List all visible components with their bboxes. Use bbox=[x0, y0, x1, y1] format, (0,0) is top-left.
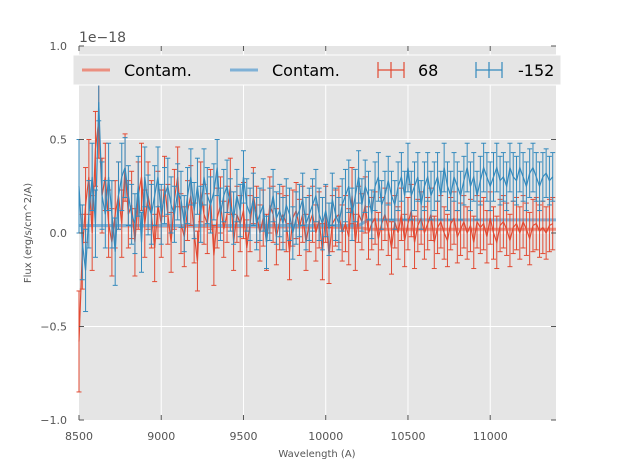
legend-swatch-68 bbox=[377, 62, 405, 78]
y-tick-label: 1.0 bbox=[50, 40, 68, 53]
legend-entry-minus152: -152 bbox=[475, 61, 554, 80]
x-tick-label: 9000 bbox=[147, 430, 175, 443]
offset-label: 1e−18 bbox=[79, 30, 126, 46]
x-axis-label: Wavelength (A) bbox=[278, 449, 355, 460]
y-tick-label: 0.0 bbox=[50, 227, 68, 240]
series-line bbox=[78, 102, 554, 271]
axes: 8500 9000 9500 10000 10500 11000 −1.0 −0.5 0.0 0.… bbox=[40, 40, 556, 443]
legend-label: Contam. bbox=[124, 61, 192, 80]
legend-label: -152 bbox=[518, 61, 554, 80]
x-tick-label: 9500 bbox=[229, 430, 257, 443]
legend-label: Contam. bbox=[272, 61, 340, 80]
legend-entry-red-contam: Contam. bbox=[82, 61, 192, 80]
legend-label: 68 bbox=[418, 61, 438, 80]
x-tick-label: 11000 bbox=[473, 430, 508, 443]
y-tick-label: −1.0 bbox=[40, 414, 67, 427]
legend-entry-68: 68 bbox=[377, 61, 438, 80]
x-tick-label: 10000 bbox=[308, 430, 343, 443]
series-minus152 bbox=[76, 82, 556, 313]
legend-entry-blue-contam: Contam. bbox=[230, 61, 340, 80]
legend: Contam. Contam. 68 bbox=[72, 54, 562, 86]
y-tick-label: −0.5 bbox=[40, 321, 67, 334]
x-tick-label: 10500 bbox=[390, 430, 425, 443]
legend-swatch-minus152 bbox=[475, 62, 503, 78]
series-layer bbox=[76, 82, 556, 393]
x-tick-label: 8500 bbox=[65, 430, 93, 443]
y-tick-label: 0.5 bbox=[50, 134, 68, 147]
y-axis-label: Flux (erg/s/cm^2/A) bbox=[23, 183, 34, 283]
